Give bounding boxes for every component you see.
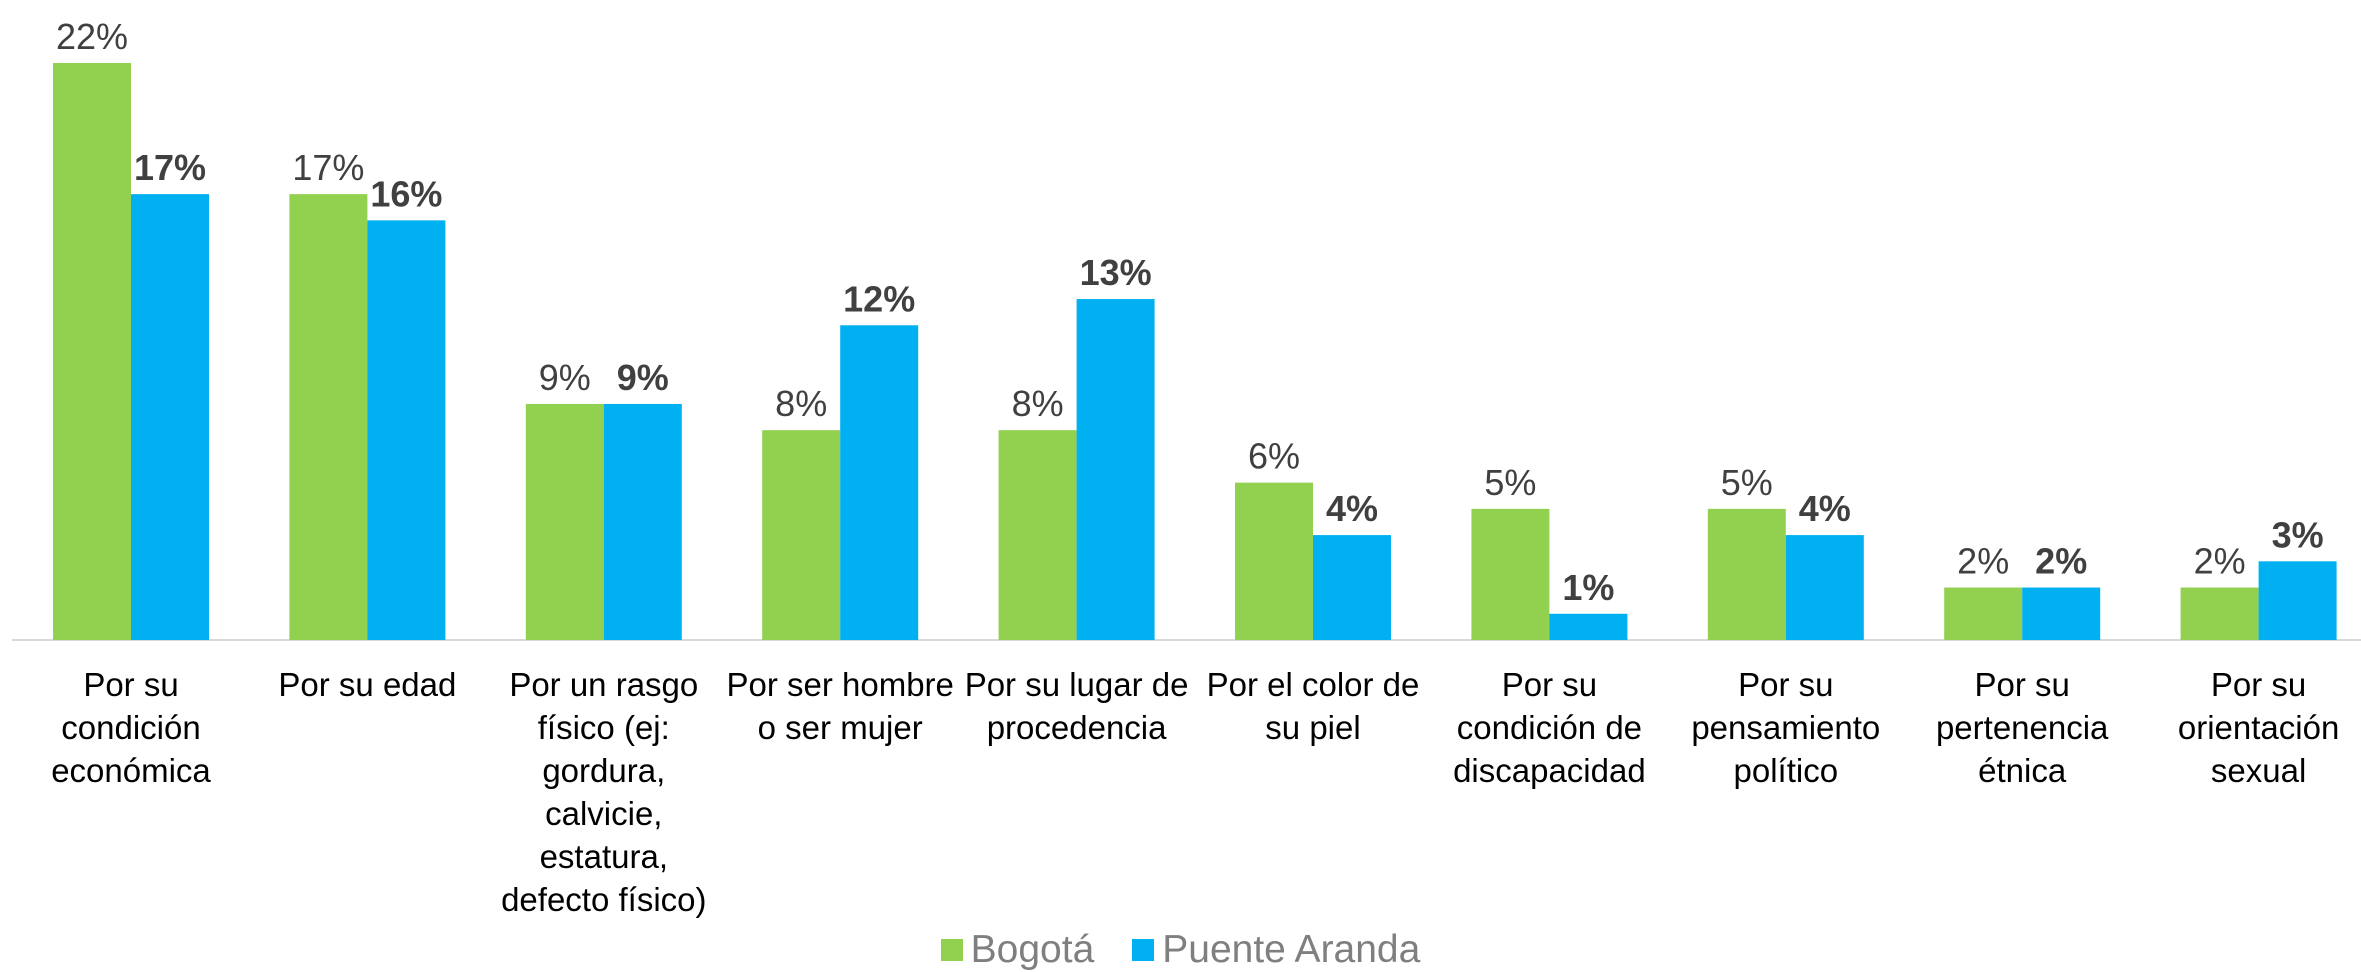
bar <box>762 430 841 640</box>
legend-label: Puente Aranda <box>1162 928 1421 971</box>
bar <box>525 403 604 640</box>
data-label: 16% <box>370 173 442 214</box>
data-label: 5% <box>1484 462 1536 503</box>
x-tick-label: Por su lugar de procedencia <box>964 666 1189 746</box>
bar <box>1076 299 1155 640</box>
bar <box>1471 508 1550 640</box>
bar <box>603 403 682 640</box>
bar <box>1944 587 2023 640</box>
bar <box>289 194 368 641</box>
data-label: 6% <box>1248 436 1300 477</box>
legend-item: Puente Aranda <box>1132 928 1420 972</box>
data-label: 12% <box>843 278 915 319</box>
x-tick-label: Por su condición de discapacidad <box>1453 666 1646 789</box>
data-label: 2% <box>1957 541 2009 582</box>
legend: Bogotá Puente Aranda <box>0 928 2361 972</box>
x-tick-label: Por su condición económica <box>51 666 211 789</box>
bar <box>1235 482 1313 640</box>
x-tick-label: Por su orientación sexual <box>2177 666 2340 789</box>
bar <box>131 194 209 641</box>
bar <box>2258 561 2337 640</box>
legend-swatch <box>1132 939 1155 961</box>
x-tick-label: Por su edad <box>278 666 457 703</box>
data-label: 17% <box>292 147 364 188</box>
bar <box>2022 587 2101 640</box>
legend-swatch <box>940 939 963 961</box>
data-label: 2% <box>2035 541 2087 582</box>
bar <box>1549 613 1628 640</box>
data-label: 3% <box>2272 514 2324 555</box>
data-label: 9% <box>539 357 591 398</box>
bar <box>998 430 1077 640</box>
bar <box>1313 535 1391 640</box>
x-tick-label: Por su pensamiento político <box>1691 666 1881 789</box>
bar <box>840 325 919 640</box>
data-label: 17% <box>134 147 206 188</box>
bar <box>2180 587 2259 640</box>
bar <box>1785 535 1864 640</box>
data-label: 9% <box>617 357 669 398</box>
x-tick-label: Por su pertenencia étnica <box>1935 666 2109 789</box>
legend-label: Bogotá <box>970 928 1095 971</box>
legend-item: Bogotá <box>940 928 1095 972</box>
data-label: 4% <box>1326 488 1378 529</box>
x-tick-label: Por un rasgo físico (ej: gordura, calvic… <box>501 666 707 918</box>
bar <box>1707 508 1786 640</box>
bar <box>53 63 131 640</box>
data-label: 2% <box>2194 541 2246 582</box>
data-label: 1% <box>1562 567 1614 608</box>
data-label: 8% <box>775 383 827 424</box>
bar <box>367 220 446 640</box>
data-label: 5% <box>1721 462 1773 503</box>
data-label: 13% <box>1080 252 1152 293</box>
x-tick-label: Por el color de su piel <box>1206 666 1420 746</box>
x-tick-label: Por ser hombre o ser mujer <box>726 666 954 746</box>
data-label: 22% <box>56 16 128 57</box>
data-label: 4% <box>1799 488 1851 529</box>
data-label: 8% <box>1012 383 1064 424</box>
